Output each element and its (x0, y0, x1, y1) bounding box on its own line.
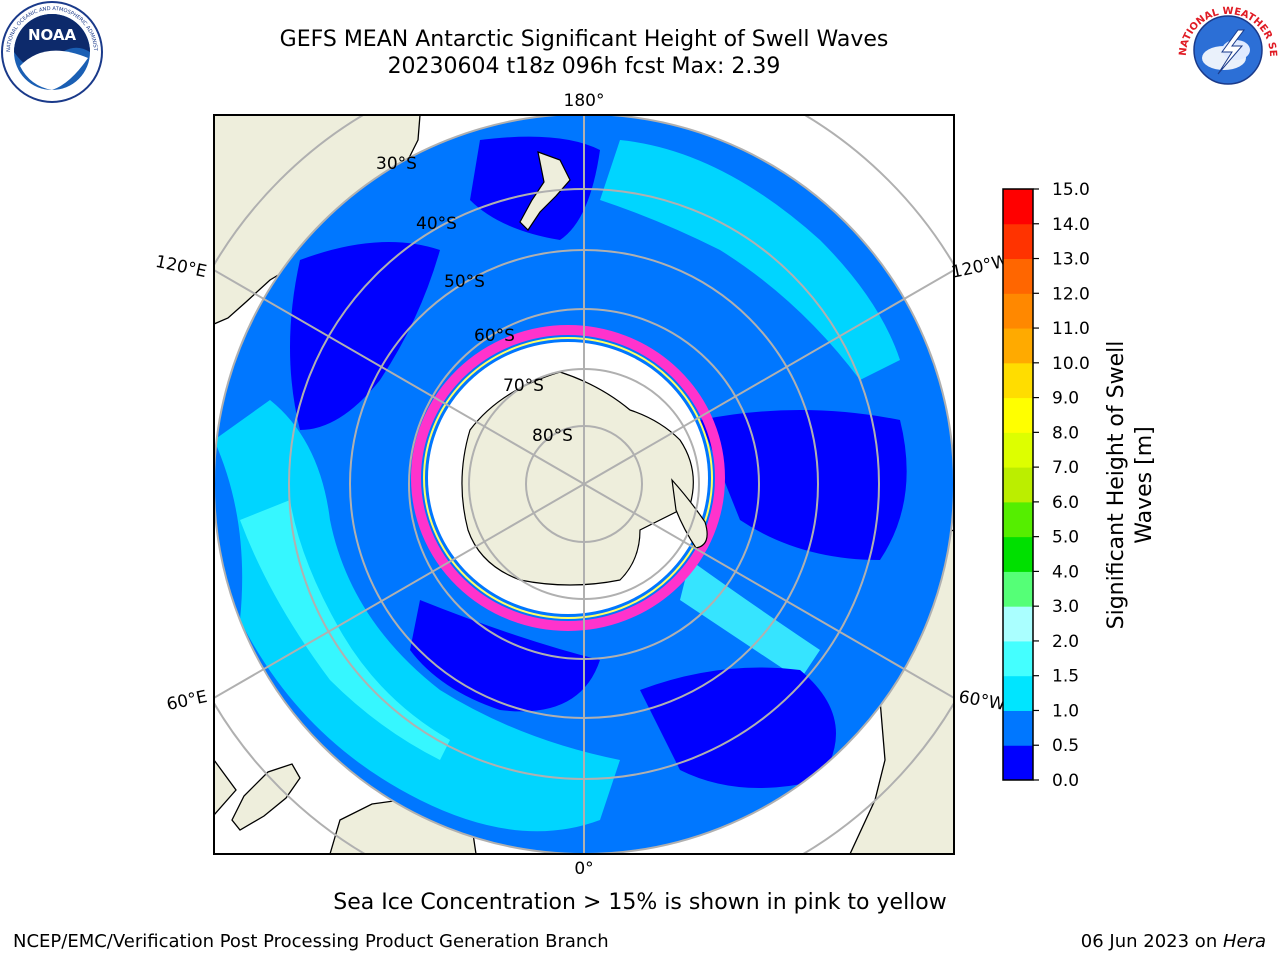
colorbar-tick-label: 14.0 (1052, 215, 1090, 235)
meridian-lines (214, 115, 954, 854)
colorbar-tick-label: 4.0 (1052, 562, 1079, 582)
colorbar-tick-label: 8.0 (1052, 423, 1079, 443)
lat-label-60s: 60°S (474, 326, 515, 346)
sea-ice-edge-inner (423, 337, 713, 619)
lon-label-0: 0° (574, 859, 593, 879)
colorbar-tick-label: 11.0 (1052, 319, 1090, 339)
swell-band-cyan (214, 400, 620, 832)
colorbar-bin (1003, 675, 1033, 711)
colorbar-bin (1003, 223, 1033, 260)
colorbar-label-line1: Significant Height of Swell (1104, 341, 1129, 630)
lat-label-40s: 40°S (416, 214, 457, 234)
lon-label-180: 180° (564, 91, 605, 111)
footer-host: Hera (1222, 931, 1266, 952)
sea-ice-note: Sea Ice Concentration > 15% is shown in … (333, 890, 947, 915)
colorbar-bin (1003, 293, 1033, 329)
swell-band-cyan (600, 140, 900, 380)
colorbar-tick-label: 5.0 (1052, 528, 1079, 548)
colorbar-tick-label: 13.0 (1052, 250, 1090, 270)
colorbar-bin (1003, 745, 1033, 781)
colorbar-bin (1003, 640, 1033, 677)
antarctica-land (461, 371, 694, 586)
footer-date: 06 Jun 2023 on Hera (1081, 931, 1266, 952)
map-title: GEFS MEAN Antarctic Significant Height o… (279, 27, 889, 52)
noaa-logo-text: NOAA (28, 26, 77, 44)
madagascar-land (231, 763, 301, 831)
footer-date-text: 06 Jun 2023 on (1080, 931, 1223, 952)
colorbar-tick-label: 1.5 (1052, 667, 1079, 687)
lat-label-80s: 80°S (532, 426, 573, 446)
colorbar-bin (1003, 467, 1033, 503)
forecast-subtitle: 20230604 t18z 096h fcst Max: 2.39 (387, 54, 781, 79)
lat-label-50s: 50°S (444, 272, 485, 292)
noaa-logo: NOAA NATIONAL OCEANIC AND ATMOSPHERIC AD… (0, 0, 103, 103)
colorbar-bin (1003, 362, 1033, 399)
colorbar-tick-label: 2.0 (1052, 632, 1079, 652)
colorbar-tick-label: 12.0 (1052, 284, 1090, 304)
swell-low-blue (410, 600, 600, 712)
colorbar-tick-label: 15.0 (1052, 180, 1090, 200)
colorbar-tick-label: 0.0 (1052, 771, 1079, 791)
footer-credit: NCEP/EMC/Verification Post Processing Pr… (13, 931, 609, 952)
colorbar-bin (1003, 571, 1033, 607)
swell-low-blue (700, 410, 907, 560)
nws-logo: NATIONAL WEATHER SERVICE (1178, 0, 1278, 98)
map-frame (213, 114, 955, 855)
colorbar-tick-label: 10.0 (1052, 354, 1090, 374)
colorbar-tick-label: 9.0 (1052, 389, 1079, 409)
colorbar-bin (1003, 501, 1033, 538)
swell-band-light (680, 560, 820, 680)
africa-west-land (214, 758, 237, 816)
lat-label-70s: 70°S (503, 376, 544, 396)
colorbar-bin (1003, 397, 1033, 433)
colorbar-tick-label: 6.0 (1052, 493, 1079, 513)
colorbar-label-line2: Waves [m] (1132, 426, 1157, 543)
colorbar-bin (1003, 606, 1033, 642)
sea-ice-edge (411, 325, 725, 631)
colorbar-bin (1003, 710, 1033, 746)
colorbar-tick-label: 0.5 (1052, 736, 1079, 756)
colorbar-bin (1003, 328, 1033, 364)
colorbar-bin (1003, 258, 1033, 294)
colorbar-bin (1003, 432, 1033, 468)
colorbar-tick-label: 3.0 (1052, 597, 1079, 617)
antarctic-peninsula (671, 478, 708, 549)
swell-low-blue (470, 136, 600, 240)
swell-low-blue (290, 242, 440, 430)
colorbar-bin (1003, 536, 1033, 572)
lat-label-30s: 30°S (376, 154, 417, 174)
colorbar-tick-label: 7.0 (1052, 458, 1079, 478)
colorbar-tick-label: 1.0 (1052, 701, 1079, 721)
colorbar-frame (1002, 188, 1034, 781)
colorbar-bin (1003, 189, 1033, 225)
swell-band-light (240, 500, 450, 760)
